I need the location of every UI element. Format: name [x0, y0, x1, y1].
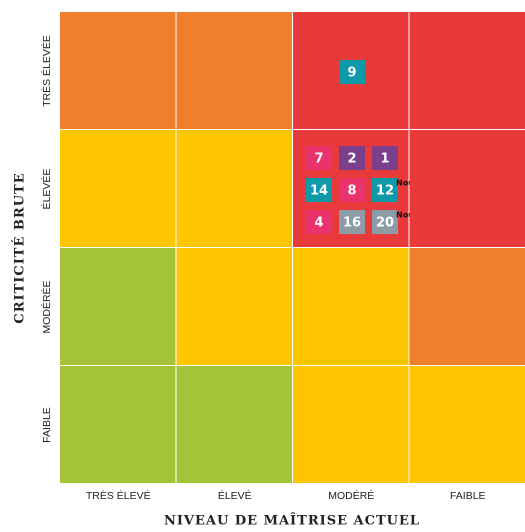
- risk-badge: [306, 178, 332, 202]
- risk-badge: [339, 210, 365, 234]
- risk-badge: [372, 210, 398, 234]
- matrix-cell: [293, 366, 409, 483]
- risk-badge: [372, 146, 398, 170]
- matrix-cell: [409, 366, 525, 483]
- matrix-cell: [409, 12, 525, 129]
- risk-badge: [306, 210, 332, 234]
- risk-badge: [306, 146, 332, 170]
- matrix-cell: [176, 248, 292, 365]
- matrix-cell: [60, 12, 176, 129]
- y-tick-label: ÉLEVÉE: [40, 169, 53, 210]
- risk-label: 9: [347, 66, 356, 81]
- risk-badge: [339, 178, 365, 202]
- risk-label: 16: [343, 216, 361, 231]
- risk-label: 20: [376, 216, 394, 231]
- risk-label: 2: [347, 152, 356, 167]
- risk-label: 12: [376, 184, 394, 199]
- x-axis-title: NIVEAU DE MAÎTRISE ACTUEL: [164, 513, 420, 529]
- matrix-cell: [60, 366, 176, 483]
- y-tick-label: TRÈS ÉLEVÉE: [40, 35, 53, 107]
- risk-label: 4: [314, 216, 323, 231]
- matrix-cell: [409, 248, 525, 365]
- risk-badge: [339, 146, 365, 170]
- risk-badge: [339, 60, 365, 84]
- risk-label: 14: [310, 184, 328, 199]
- y-tick-label: MODÉRÉE: [40, 280, 53, 333]
- risk-label: 8: [347, 184, 356, 199]
- y-tick-label: FAIBLE: [41, 407, 53, 443]
- matrix-cell: [176, 366, 292, 483]
- x-tick-label: MODÉRÉ: [328, 489, 374, 502]
- matrix-cell: [60, 248, 176, 365]
- matrix-cell: [409, 130, 525, 247]
- y-axis-title: CRITICITÉ BRUTE: [12, 172, 28, 323]
- risk-label: 7: [314, 152, 323, 167]
- risk-badge: [372, 178, 398, 202]
- matrix-cell: [60, 130, 176, 247]
- risk-label: 1: [380, 152, 389, 167]
- matrix-cell: [176, 12, 292, 129]
- x-tick-label: ÉLEVÉ: [218, 489, 252, 502]
- x-tick-label: TRÈS ÉLEVÉ: [86, 489, 151, 502]
- matrix-cell: [293, 248, 409, 365]
- x-tick-label: FAIBLE: [450, 490, 486, 502]
- matrix-cell: [176, 130, 292, 247]
